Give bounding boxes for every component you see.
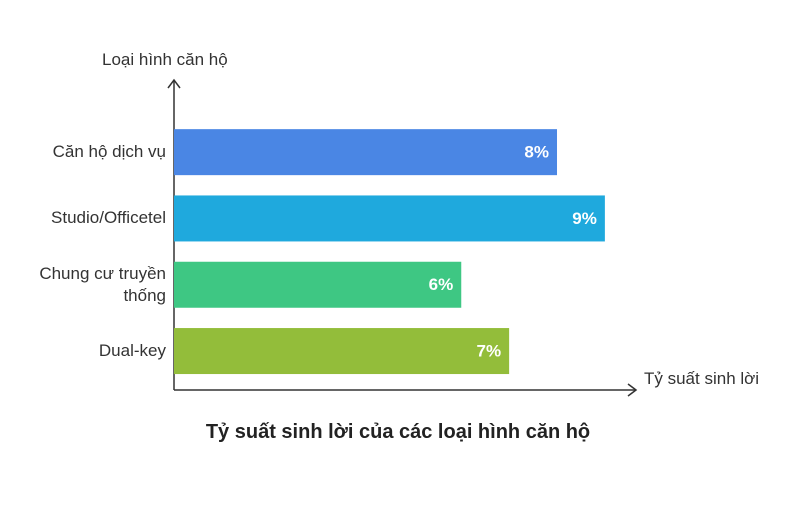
- bar: [174, 328, 510, 375]
- bar: [174, 261, 462, 308]
- value-label: 6%: [429, 275, 454, 294]
- y-tick-label: Studio/Officetel: [16, 195, 166, 241]
- bar: [174, 129, 558, 176]
- label-text: Dual-key: [98, 341, 166, 361]
- label-text: Studio/Officetel: [51, 208, 166, 228]
- value-label: 8%: [524, 143, 549, 162]
- label-text: Căn hộ dịch vụ: [52, 142, 166, 162]
- y-tick-label: Dual-key: [16, 328, 166, 374]
- y-axis-label: Loại hình căn hộ: [102, 50, 228, 69]
- value-label: 9%: [572, 209, 597, 228]
- y-tick-label: Căn hộ dịch vụ: [16, 129, 166, 175]
- bar: [174, 195, 605, 242]
- x-axis-label: Tỷ suất sinh lời: [644, 369, 760, 388]
- chart-title: Tỷ suất sinh lời của các loại hình căn h…: [205, 421, 591, 443]
- y-tick-label: Chung cư truyền thống: [16, 262, 166, 308]
- x-axis-arrow: [627, 383, 638, 397]
- value-label: 7%: [477, 342, 502, 361]
- y-axis-arrow: [167, 78, 181, 89]
- label-text: Chung cư truyền thống: [39, 263, 166, 305]
